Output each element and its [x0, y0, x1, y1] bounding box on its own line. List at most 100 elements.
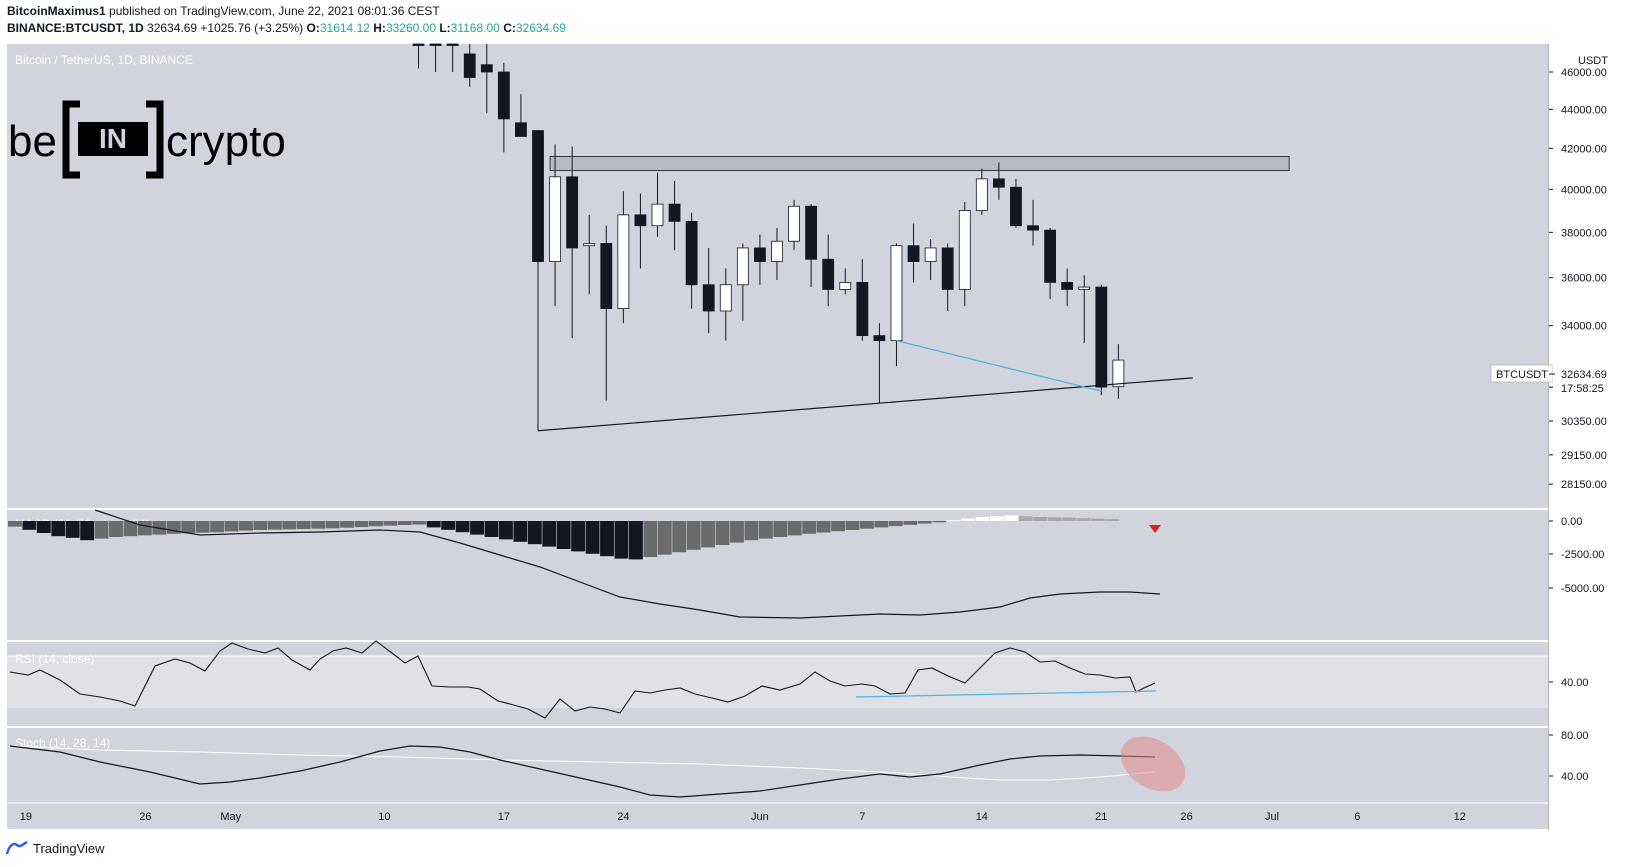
rsi-ticks: 40.00 [1549, 677, 1589, 689]
candle-body[interactable] [992, 178, 1005, 188]
candle-body[interactable] [463, 53, 476, 78]
time-tick-label: 26 [139, 811, 151, 823]
candle-body[interactable] [1095, 286, 1108, 388]
candle-body[interactable] [702, 284, 715, 312]
candle-body[interactable] [600, 243, 613, 309]
open-value: 31614.12 [319, 21, 370, 35]
logo-right-bracket [146, 100, 164, 179]
time-ticks: 19 26 May 10 17 24 Jun 7 14 21 26 Jul 6 12 [20, 811, 1466, 823]
stoch-ticks: 80.00 40.00 [1549, 730, 1589, 783]
candle-body[interactable] [566, 176, 579, 249]
price-axis[interactable] [1549, 44, 1627, 803]
macd-bar [123, 521, 138, 537]
main-pane[interactable] [7, 44, 1548, 508]
macd-bar [715, 521, 730, 545]
macd-bar [397, 521, 412, 525]
symbol-tag: BTCUSDT [1496, 369, 1548, 381]
candle-body[interactable] [480, 64, 493, 73]
stoch-pane[interactable] [7, 728, 1548, 803]
candle-body[interactable] [668, 203, 681, 222]
macd-bar [628, 521, 643, 560]
candle-body[interactable] [924, 247, 937, 262]
stoch-signal-line [9, 745, 1156, 781]
candle-body[interactable] [736, 247, 749, 286]
macd-bar [1076, 518, 1091, 521]
candle-body[interactable] [583, 243, 596, 247]
candle-body[interactable] [788, 205, 800, 242]
time-tick-label: 17 [498, 811, 510, 823]
candle-body[interactable] [958, 210, 971, 290]
macd-bar [195, 521, 210, 533]
tradingview-brand[interactable]: TradingView [6, 838, 105, 858]
stoch-highlight-ellipse[interactable] [1111, 725, 1196, 803]
candle-body[interactable] [975, 178, 988, 211]
candle-body[interactable] [532, 130, 544, 262]
macd-bar [961, 518, 975, 521]
candle-body[interactable] [515, 122, 527, 137]
candle-body[interactable] [941, 247, 954, 290]
macd-bar [311, 521, 326, 529]
candle-body[interactable] [685, 220, 698, 286]
macd-bar [932, 521, 947, 523]
macd-line [94, 509, 1161, 619]
macd-bar [686, 521, 701, 550]
candle-body[interactable] [754, 247, 766, 262]
candle-body[interactable] [497, 71, 510, 120]
macd-bar [470, 521, 484, 535]
candle-body[interactable] [446, 43, 459, 46]
candle-body[interactable] [1044, 229, 1056, 283]
candle-body[interactable] [771, 240, 783, 262]
high-label: H: [373, 21, 386, 35]
candle-body[interactable] [873, 335, 886, 342]
blue-trendline[interactable] [896, 340, 1102, 392]
macd-bar [426, 521, 441, 528]
macd-bar [94, 521, 109, 539]
beincrypto-logo: be IN crypto [8, 100, 286, 179]
macd-bar [1018, 516, 1033, 521]
candle-body[interactable] [856, 281, 869, 337]
candle-body[interactable] [1061, 281, 1074, 290]
candle-body[interactable] [1027, 225, 1039, 231]
candle-body[interactable] [549, 176, 561, 262]
candle-body[interactable] [429, 43, 442, 46]
candle-body[interactable] [822, 258, 835, 290]
candle-body[interactable] [651, 203, 664, 227]
macd-bar [325, 521, 340, 529]
candle-body[interactable] [805, 205, 818, 260]
macd-tick-label: -5000.00 [1561, 583, 1604, 595]
macd-bar [802, 521, 817, 534]
candle-body[interactable] [634, 214, 647, 227]
candle-body[interactable] [907, 245, 920, 262]
stoch-tick-label: 80.00 [1561, 730, 1589, 742]
macd-bar [657, 521, 672, 555]
candle-body[interactable] [412, 43, 425, 46]
macd-bar [80, 521, 95, 541]
currency-label: USDT [1578, 55, 1608, 67]
time-axis[interactable] [7, 803, 1548, 829]
resistance-zone[interactable] [549, 155, 1290, 172]
macd-bar [412, 521, 427, 525]
macd-bar [224, 521, 239, 532]
price-change: +1025.76 (+3.25%) [200, 21, 304, 35]
candle-body[interactable] [1010, 186, 1022, 227]
macd-bar [296, 521, 311, 529]
candle-body[interactable] [839, 281, 852, 290]
macd-bar [36, 521, 51, 533]
rsi-blue-trendline[interactable] [855, 690, 1157, 698]
author-name[interactable]: BitcoinMaximus1 [7, 4, 106, 18]
candle-body[interactable] [1078, 286, 1091, 290]
candle-body[interactable] [1112, 359, 1125, 388]
current-price-tag[interactable]: BTCUSDT 32634.69 17:58:25 [1490, 364, 1627, 396]
price-tick-label: 36000.00 [1561, 273, 1607, 285]
candle-body[interactable] [890, 245, 903, 342]
logo-be: be [8, 117, 57, 166]
macd-bar [1004, 515, 1019, 521]
macd-histogram [8, 515, 1120, 560]
macd-bar [672, 521, 687, 553]
rsi-tick-label: 40.00 [1561, 677, 1589, 689]
candle-body[interactable] [719, 284, 732, 312]
macd-bar [22, 521, 37, 530]
candle-body[interactable] [617, 214, 630, 309]
chart-canvas[interactable]: be IN crypto Bitcoin / TetherUS, 1D, BIN… [0, 0, 1627, 835]
macd-bar [975, 517, 990, 521]
